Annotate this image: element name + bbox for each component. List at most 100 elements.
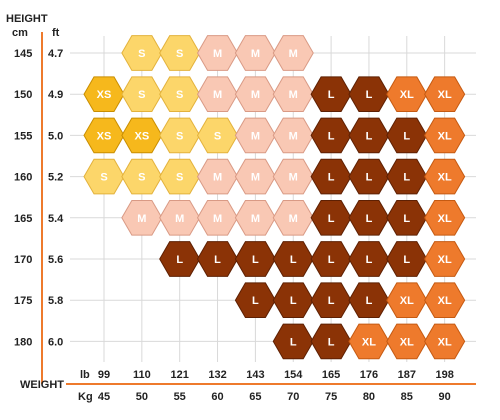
height-cm-label: 155 [14, 130, 32, 142]
weight-kg-label: 90 [439, 391, 451, 403]
size-label: L [328, 130, 335, 142]
size-label: L [366, 295, 373, 307]
size-label: XL [438, 336, 452, 348]
size-label: M [251, 48, 260, 60]
size-hexagon [424, 117, 466, 154]
height-ft-label: 5.6 [48, 254, 63, 266]
size-hexagon [234, 241, 276, 277]
size-cell-l: L [348, 199, 390, 236]
size-hexagon [121, 158, 163, 195]
size-hexagon [424, 76, 466, 113]
weight-lb-label: 132 [208, 369, 226, 381]
height-ft-label: 6.0 [48, 336, 63, 348]
size-cell-xs: XS [121, 117, 163, 154]
size-hexagon [348, 282, 390, 319]
size-cell-xl: XL [424, 282, 466, 319]
size-label: M [137, 213, 146, 225]
weight-kg-label: 85 [401, 391, 413, 403]
size-hexagon [159, 241, 201, 277]
size-hexagon [234, 158, 276, 195]
size-hexagon [386, 241, 428, 277]
size-label: L [328, 254, 335, 266]
size-hexagon [159, 76, 201, 113]
size-label: M [213, 48, 222, 60]
size-cell-m: M [272, 35, 314, 71]
weight-lb-label: 143 [246, 369, 264, 381]
size-cell-m: M [196, 76, 239, 113]
size-label: XL [362, 336, 376, 348]
size-cell-xs: XS [83, 117, 125, 154]
height-cm-label: 175 [14, 295, 32, 307]
size-cell-l: L [348, 158, 390, 195]
size-hexagon [310, 199, 352, 236]
size-cell-xl: XL [386, 323, 428, 360]
height-cm-label: 160 [14, 172, 32, 184]
size-label: L [403, 254, 410, 266]
size-hexagon [272, 158, 314, 195]
size-cell-l: L [272, 241, 314, 277]
size-hexagon [386, 323, 428, 360]
size-cell-l: L [310, 241, 352, 277]
size-cell-m: M [196, 158, 239, 195]
height-ft-label: 5.2 [48, 172, 63, 184]
size-label: XS [135, 130, 150, 142]
size-cell-s: S [196, 117, 239, 154]
size-label: XS [97, 130, 112, 142]
weight-axis-title: WEIGHT [20, 379, 64, 391]
size-hexagon [196, 35, 239, 71]
size-cell-s: S [159, 35, 201, 71]
height-cm-label: 170 [14, 254, 32, 266]
size-cell-l: L [348, 282, 390, 319]
size-cell-l: L [310, 199, 352, 236]
size-label: S [176, 130, 183, 142]
size-label: L [366, 213, 373, 225]
size-cell-l: L [348, 241, 390, 277]
size-cell-m: M [121, 199, 163, 236]
size-label: S [138, 48, 145, 60]
size-hexagon [121, 117, 163, 154]
height-ft-label: 4.7 [48, 48, 63, 60]
size-label: L [328, 295, 335, 307]
size-hexagon [272, 241, 314, 277]
size-cell-s: S [159, 158, 201, 195]
size-hexagon [310, 117, 352, 154]
size-hexagon [386, 117, 428, 154]
weight-kg-label: 60 [211, 391, 223, 403]
size-label: M [289, 172, 298, 184]
size-label: L [366, 172, 373, 184]
size-hexagon [348, 117, 390, 154]
size-hexagon [424, 241, 466, 277]
size-cell-s: S [159, 76, 201, 113]
size-cell-s: S [121, 76, 163, 113]
size-cell-m: M [196, 35, 239, 71]
size-hexagon [310, 282, 352, 319]
size-label: L [252, 254, 259, 266]
size-hexagon [196, 158, 239, 195]
size-hexagon [272, 282, 314, 319]
size-cell-s: S [159, 117, 201, 154]
size-cell-l: L [310, 323, 352, 360]
size-label: XL [438, 130, 452, 142]
size-label: S [214, 130, 221, 142]
size-cell-l: L [234, 282, 276, 319]
size-hexagon [272, 35, 314, 71]
size-hexagon [310, 241, 352, 277]
ft-unit-label: ft [52, 27, 60, 39]
height-cm-label: 145 [14, 48, 32, 60]
size-cell-l: L [386, 199, 428, 236]
size-cell-l: L [272, 282, 314, 319]
size-label: M [289, 130, 298, 142]
size-hexagon [234, 199, 276, 236]
size-label: M [213, 172, 222, 184]
size-cell-xl: XL [386, 76, 428, 113]
size-label: M [289, 48, 298, 60]
size-hexagon [159, 158, 201, 195]
lb-unit-label: lb [80, 369, 90, 381]
size-label: L [328, 172, 335, 184]
size-cell-xl: XL [348, 323, 390, 360]
size-hexagon [424, 199, 466, 236]
size-hexagon [83, 117, 125, 154]
size-label: M [289, 213, 298, 225]
size-label: L [290, 295, 297, 307]
size-label: L [252, 295, 259, 307]
